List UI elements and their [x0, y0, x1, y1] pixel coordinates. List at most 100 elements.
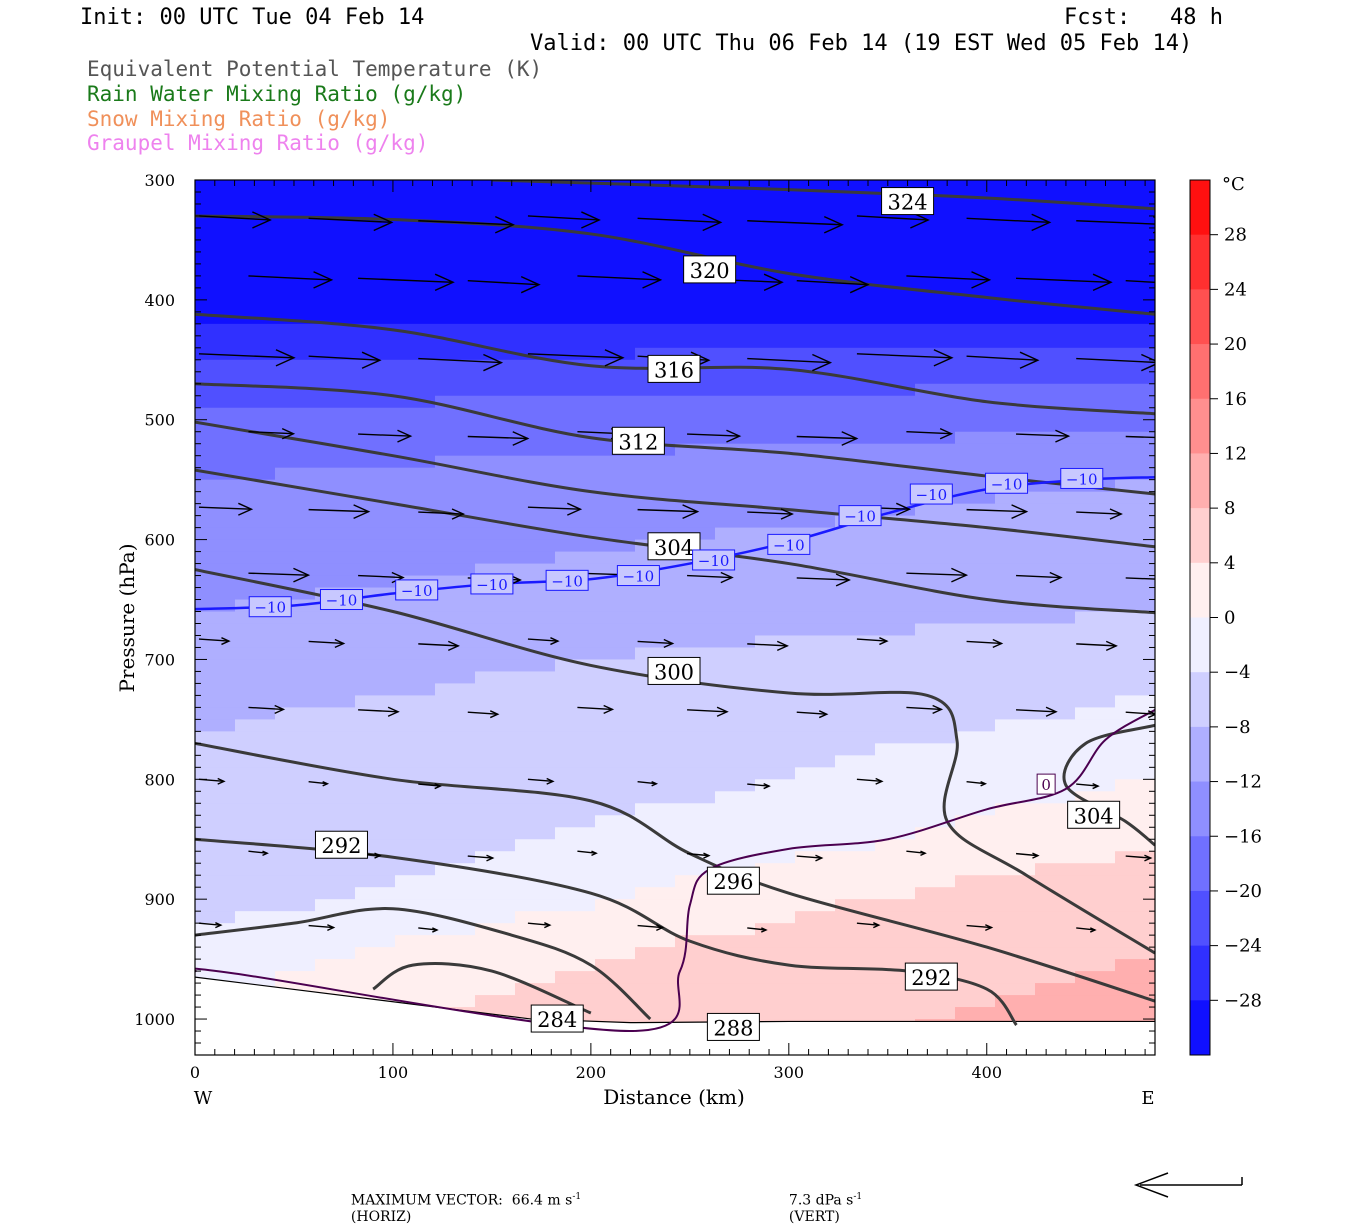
field-cell [755, 935, 796, 948]
field-cell [795, 443, 836, 457]
field-cell [555, 599, 596, 613]
field-cell [635, 875, 676, 888]
field-cell [315, 239, 356, 253]
field-cell [795, 395, 836, 409]
field-cell [1075, 251, 1116, 265]
field-cell [635, 779, 676, 792]
field-cell [755, 587, 796, 601]
field-cell [195, 527, 236, 541]
field-cell [395, 491, 436, 505]
field-cell [915, 935, 956, 948]
field-cell [1075, 203, 1116, 217]
field-cell [1035, 947, 1076, 960]
field-cell [755, 899, 796, 912]
field-cell [195, 515, 236, 529]
field-cell [555, 923, 596, 936]
valid-time: Valid: 00 UTC Thu 06 Feb 14 (19 EST Wed … [530, 31, 1193, 56]
field-cell [1035, 719, 1076, 732]
field-cell [555, 647, 596, 661]
field-cell [915, 635, 956, 649]
field-cell [955, 299, 996, 313]
isotherm-label: −10 [319, 589, 363, 611]
field-cell [995, 899, 1036, 912]
field-cell [515, 623, 556, 637]
field-cell [955, 887, 996, 900]
field-cell [315, 227, 356, 241]
field-cell [1115, 635, 1155, 649]
field-cell [1035, 359, 1076, 373]
field-cell [435, 947, 476, 960]
wind-vector [308, 504, 371, 520]
field-cell [195, 935, 236, 948]
wind-vector [856, 349, 954, 367]
field-cell [435, 935, 476, 948]
field-cell [875, 479, 916, 493]
colorbar-swatch [1190, 672, 1210, 728]
field-cell [475, 983, 516, 996]
field-cell [515, 443, 556, 457]
field-cell [715, 767, 756, 780]
field-cell [435, 671, 476, 685]
field-cell [475, 767, 516, 780]
field-cell [795, 479, 836, 493]
svg-text:304: 304 [1074, 804, 1114, 828]
field-cell [915, 863, 956, 876]
field-cell [1115, 971, 1155, 984]
field-cell [235, 779, 276, 792]
field-cell [235, 671, 276, 685]
field-cell [915, 419, 956, 433]
field-cell [835, 263, 876, 277]
field-cell [795, 599, 836, 613]
field-cell [635, 311, 676, 325]
field-cell [435, 539, 476, 553]
field-cell [1075, 180, 1116, 193]
field-cell [235, 515, 276, 529]
field-cell [395, 251, 436, 265]
field-cell [555, 443, 596, 457]
field-cell [675, 623, 716, 637]
field-cell [395, 239, 436, 253]
field-cell [675, 791, 716, 804]
field-cell [395, 887, 436, 900]
field-cell [1075, 539, 1116, 553]
field-cell [1035, 875, 1076, 888]
field-cell [715, 407, 756, 421]
field-cell [315, 647, 356, 661]
field-cell [555, 491, 596, 505]
field-cell [715, 719, 756, 732]
isotherm-label: −10 [395, 579, 439, 601]
field-cell [875, 767, 916, 780]
y-tick-label: 700 [144, 650, 175, 669]
field-cell [195, 455, 236, 469]
field-cell [715, 659, 756, 673]
field-cell [195, 611, 236, 625]
field-cell [275, 299, 316, 313]
wind-vector [248, 850, 269, 856]
field-cell [715, 611, 756, 625]
field-cell [355, 947, 396, 960]
contour-labels: 324320316312304300296292292288284304−10−… [248, 187, 1121, 1041]
field-cell [515, 491, 556, 505]
field-cell [395, 755, 436, 768]
field-cell [435, 815, 476, 828]
field-cell [1035, 863, 1076, 876]
field-cell [675, 743, 716, 756]
colorbar-swatch [1190, 836, 1210, 892]
field-cell [995, 491, 1036, 505]
field-cell [995, 551, 1036, 565]
field-cell [795, 971, 836, 984]
field-cell [355, 743, 396, 756]
field-cell [915, 251, 956, 265]
field-cell [515, 371, 556, 385]
field-cell [915, 875, 956, 888]
wind-vector [308, 351, 382, 369]
field-cell [875, 875, 916, 888]
svg-text:296: 296 [713, 870, 753, 894]
field-cell [1115, 299, 1155, 313]
field-cell [1075, 455, 1116, 469]
below-ground-mask [195, 977, 1155, 1055]
field-cell [195, 443, 236, 457]
wind-vector [796, 573, 851, 587]
wind-vector [1076, 216, 1155, 234]
field-cell [275, 959, 316, 972]
